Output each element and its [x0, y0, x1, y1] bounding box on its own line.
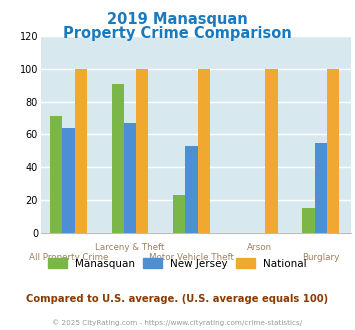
Text: Arson: Arson — [247, 243, 272, 251]
Bar — [111, 84, 124, 233]
Bar — [173, 195, 185, 233]
Bar — [136, 69, 148, 233]
Bar — [124, 123, 136, 233]
Bar — [302, 208, 315, 233]
Text: Motor Vehicle Theft: Motor Vehicle Theft — [149, 253, 234, 262]
Bar — [315, 143, 327, 233]
Bar — [75, 69, 87, 233]
Text: 2019 Manasquan: 2019 Manasquan — [107, 12, 248, 26]
Bar — [198, 69, 210, 233]
Bar — [185, 146, 198, 233]
Text: Compared to U.S. average. (U.S. average equals 100): Compared to U.S. average. (U.S. average … — [26, 294, 329, 304]
Text: © 2025 CityRating.com - https://www.cityrating.com/crime-statistics/: © 2025 CityRating.com - https://www.city… — [53, 319, 302, 326]
Text: Property Crime Comparison: Property Crime Comparison — [63, 26, 292, 41]
Text: Burglary: Burglary — [302, 253, 339, 262]
Legend: Manasquan, New Jersey, National: Manasquan, New Jersey, National — [48, 258, 307, 269]
Bar — [62, 128, 75, 233]
Text: All Property Crime: All Property Crime — [29, 253, 108, 262]
Text: Larceny & Theft: Larceny & Theft — [95, 243, 165, 251]
Bar — [327, 69, 339, 233]
Bar — [265, 69, 278, 233]
Bar — [50, 116, 62, 233]
